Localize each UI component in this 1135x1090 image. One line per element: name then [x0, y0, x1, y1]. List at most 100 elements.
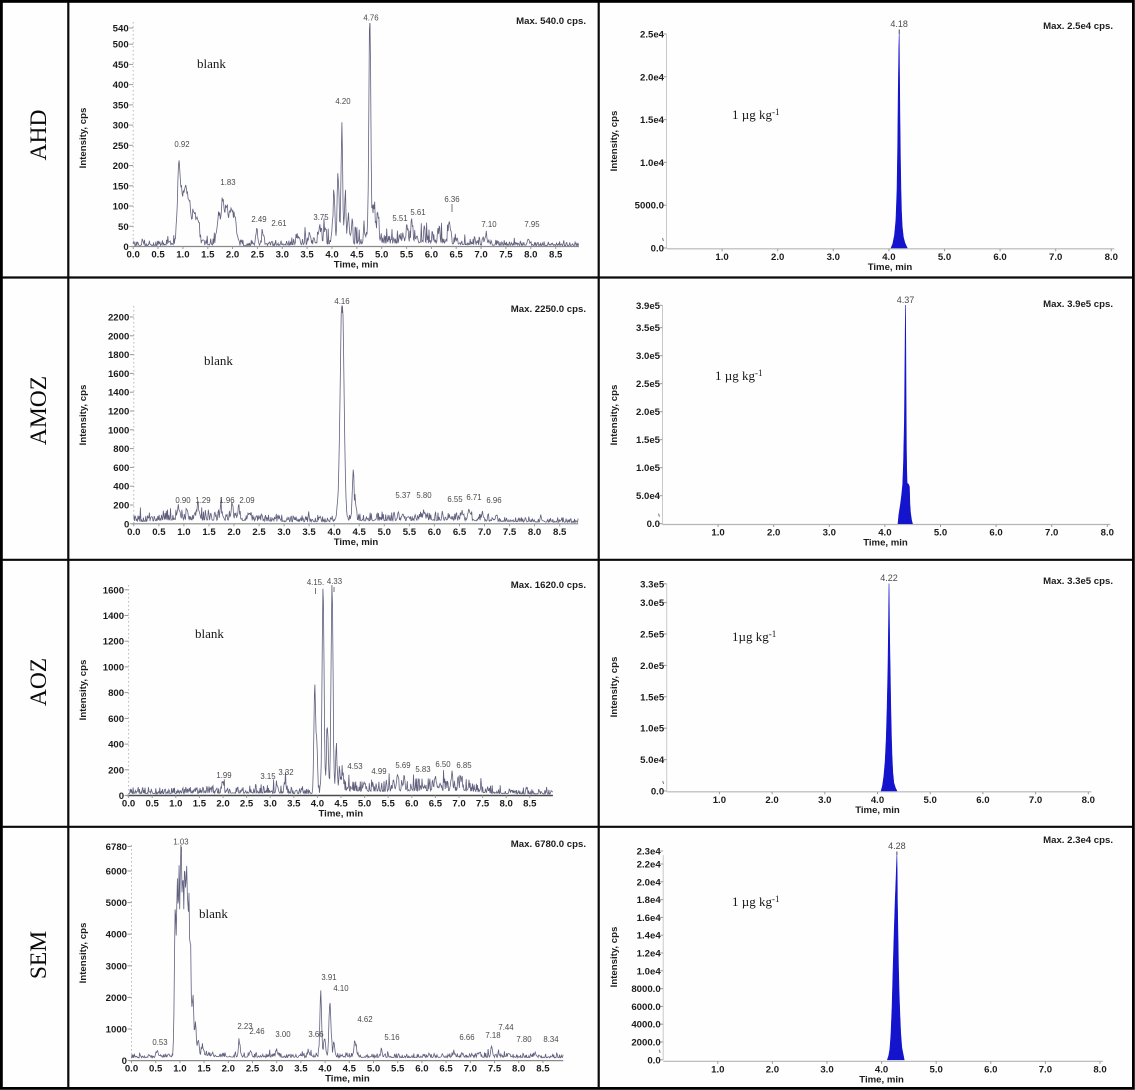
svg-text:Intensity, cps: Intensity, cps	[78, 923, 89, 984]
svg-text:6.85: 6.85	[456, 761, 472, 770]
svg-text:1.5e4: 1.5e4	[640, 115, 665, 126]
svg-text:6.0: 6.0	[405, 799, 418, 810]
svg-text:2000.0: 2000.0	[631, 1038, 660, 1049]
svg-text:0.5: 0.5	[152, 527, 166, 538]
svg-text:3.32: 3.32	[278, 768, 293, 777]
svg-text:1 µg kg-1: 1 µg kg-1	[715, 368, 763, 383]
svg-text:7.5: 7.5	[499, 250, 513, 261]
svg-text:2.0: 2.0	[216, 799, 229, 810]
svg-text:3.0: 3.0	[264, 799, 277, 810]
svg-text:Time, min: Time, min	[318, 809, 363, 820]
svg-text:Time, min: Time, min	[859, 1074, 904, 1085]
svg-text:7.44: 7.44	[498, 1023, 514, 1032]
svg-text:Max. 1620.0 cps.: Max. 1620.0 cps.	[511, 580, 586, 591]
svg-text:0.5: 0.5	[146, 799, 160, 810]
svg-text:540: 540	[113, 24, 129, 35]
svg-text:4.62: 4.62	[357, 1015, 372, 1024]
svg-text:4.33: 4.33	[327, 577, 342, 586]
svg-text:Max. 2.5e4 cps.: Max. 2.5e4 cps.	[1043, 21, 1113, 32]
svg-text:6.50: 6.50	[435, 760, 451, 769]
svg-text:0: 0	[123, 242, 128, 253]
svg-text:1600: 1600	[108, 369, 129, 380]
svg-text:0.0: 0.0	[651, 787, 664, 798]
svg-text:1.0: 1.0	[715, 252, 728, 263]
svg-text:2.09: 2.09	[239, 496, 254, 505]
svg-text:2.0: 2.0	[771, 252, 784, 263]
svg-text:6780: 6780	[106, 842, 127, 853]
svg-text:1000: 1000	[106, 1025, 127, 1036]
svg-text:5.51: 5.51	[392, 214, 407, 223]
svg-text:8.0: 8.0	[524, 250, 537, 261]
svg-text:6.0: 6.0	[428, 527, 441, 538]
svg-text:1.0: 1.0	[169, 799, 182, 810]
svg-text:0.0: 0.0	[647, 519, 660, 530]
svg-text:4.76: 4.76	[363, 14, 378, 23]
svg-text:4.37: 4.37	[897, 295, 915, 305]
svg-text:7.0: 7.0	[1045, 528, 1058, 539]
svg-text:1.0e5: 1.0e5	[636, 463, 661, 474]
svg-text:1200: 1200	[108, 407, 129, 418]
svg-text:4.5: 4.5	[343, 1064, 357, 1075]
svg-text:5.37: 5.37	[395, 491, 410, 500]
svg-text:1000: 1000	[103, 662, 124, 673]
svg-text:5.5: 5.5	[403, 527, 417, 538]
svg-text:1400: 1400	[108, 388, 129, 399]
svg-text:2.0: 2.0	[222, 1064, 235, 1075]
svg-text:4.16: 4.16	[334, 297, 349, 306]
svg-text:6.0: 6.0	[989, 528, 1002, 539]
svg-text:6.0: 6.0	[976, 795, 989, 806]
svg-text:Intensity, cps: Intensity, cps	[609, 111, 620, 172]
svg-text:2.0e4: 2.0e4	[637, 877, 662, 888]
svg-text:6000: 6000	[106, 867, 127, 878]
svg-text:1 µg kg-1: 1 µg kg-1	[732, 107, 780, 122]
svg-text:2.5: 2.5	[252, 527, 266, 538]
svg-text:5.61: 5.61	[410, 208, 425, 217]
svg-text:5.0: 5.0	[378, 527, 391, 538]
svg-text:6.0: 6.0	[425, 250, 438, 261]
svg-text:1.6e4: 1.6e4	[637, 913, 662, 924]
svg-text:6.71: 6.71	[466, 493, 481, 502]
svg-text:1.83: 1.83	[220, 178, 235, 187]
svg-text:5.5: 5.5	[382, 799, 396, 810]
svg-text:4.5: 4.5	[334, 799, 348, 810]
svg-text:4.5: 4.5	[353, 527, 367, 538]
svg-text:1.29: 1.29	[195, 496, 210, 505]
svg-text:6.66: 6.66	[459, 1033, 474, 1042]
svg-text:3.3e5: 3.3e5	[640, 579, 665, 590]
svg-text:1.0: 1.0	[711, 528, 724, 539]
svg-text:0.0: 0.0	[647, 1055, 660, 1066]
svg-text:Max. 2250.0 cps.: Max. 2250.0 cps.	[511, 304, 586, 315]
svg-text:4000.0: 4000.0	[631, 1020, 660, 1031]
svg-text:400: 400	[113, 482, 129, 493]
svg-text:Intensity, cps: Intensity, cps	[78, 108, 89, 169]
svg-text:4.15.: 4.15.	[307, 578, 324, 587]
svg-text:2.5: 2.5	[251, 250, 265, 261]
svg-text:1.5e5: 1.5e5	[636, 435, 661, 446]
svg-text:4.10: 4.10	[333, 984, 349, 993]
svg-text:0.5: 0.5	[151, 250, 165, 261]
svg-text:6.36: 6.36	[444, 195, 459, 204]
svg-text:Intensity, cps: Intensity, cps	[609, 385, 620, 446]
svg-text:8.0: 8.0	[512, 1064, 525, 1075]
svg-text:8.0: 8.0	[1093, 1064, 1106, 1075]
svg-text:5.0: 5.0	[367, 1064, 380, 1075]
svg-text:1.99: 1.99	[216, 771, 231, 780]
svg-text:6.5: 6.5	[453, 527, 467, 538]
svg-text:7.0: 7.0	[1039, 1064, 1052, 1075]
svg-text:3.66: 3.66	[308, 1030, 323, 1039]
svg-text:2.5e5: 2.5e5	[640, 630, 665, 641]
svg-text:5000.0: 5000.0	[635, 201, 664, 212]
svg-text:0: 0	[122, 1056, 127, 1067]
svg-text:5.0: 5.0	[358, 799, 371, 810]
svg-text:2.5e5: 2.5e5	[636, 379, 661, 390]
svg-text:1.5: 1.5	[202, 527, 216, 538]
svg-text:AOZ: AOZ	[26, 658, 52, 706]
svg-text:0: 0	[124, 519, 129, 530]
svg-text:2.61: 2.61	[271, 219, 286, 228]
svg-text:2.0: 2.0	[226, 250, 239, 261]
svg-text:1.96: 1.96	[219, 496, 234, 505]
svg-text:1.5: 1.5	[193, 799, 207, 810]
svg-text:3.5: 3.5	[287, 799, 301, 810]
svg-text:1.5: 1.5	[197, 1064, 211, 1075]
svg-text:4.20: 4.20	[335, 97, 351, 106]
